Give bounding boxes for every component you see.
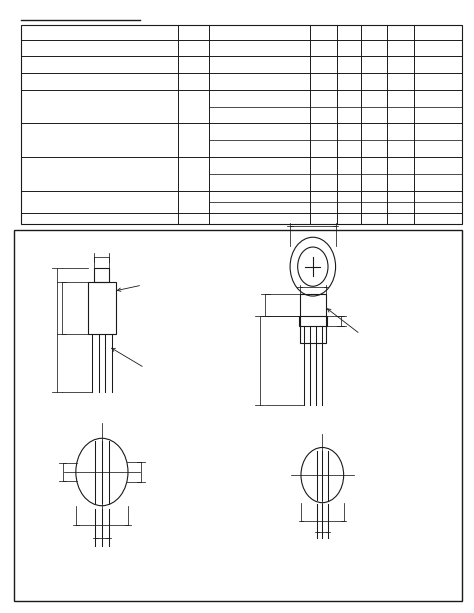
Bar bbox=[88, 282, 116, 334]
Bar bbox=[300, 294, 326, 343]
Bar bbox=[21, 25, 462, 224]
Bar bbox=[299, 316, 327, 326]
Bar bbox=[14, 230, 462, 601]
Bar bbox=[94, 268, 109, 282]
